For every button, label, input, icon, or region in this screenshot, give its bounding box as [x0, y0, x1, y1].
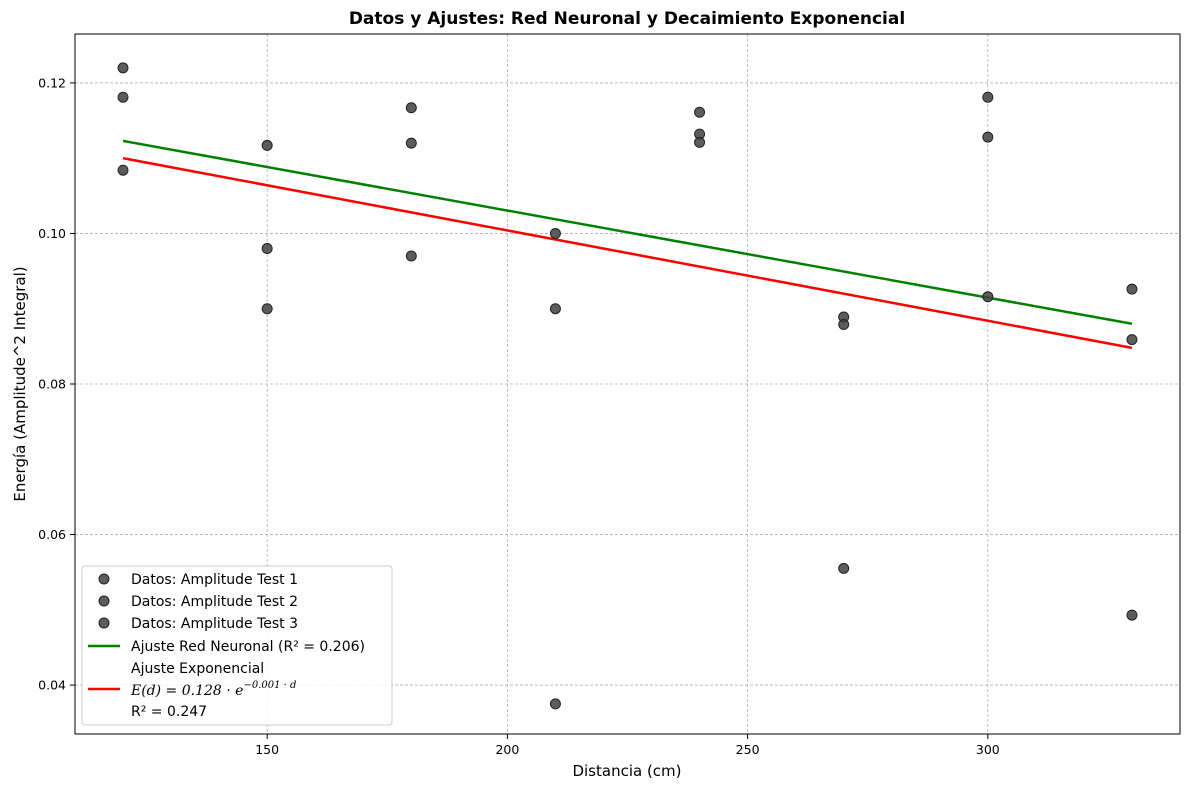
data-point-test-2 — [405, 137, 417, 149]
data-point-test-3 — [405, 250, 417, 262]
legend-label-test-2: Datos: Amplitude Test 2 — [131, 594, 298, 610]
chart-title: Datos y Ajustes: Red Neuronal y Decaimie… — [349, 9, 905, 29]
data-point-test-1 — [982, 91, 994, 103]
data-point-test-1 — [549, 227, 561, 239]
data-point-test-2 — [838, 319, 850, 331]
y-tick-label: 0.04 — [38, 678, 66, 693]
data-point-test-3 — [117, 164, 129, 176]
y-axis-ticks: 0.04 0.06 0.08 0.10 0.12 — [38, 75, 75, 693]
y-tick-label: 0.08 — [38, 377, 66, 392]
data-point-test-1 — [117, 62, 129, 74]
data-point-test-2 — [549, 303, 561, 315]
data-point-test-3 — [549, 698, 561, 710]
fit-line-neural-network — [122, 139, 1133, 326]
data-point-test-3 — [1126, 609, 1138, 621]
y-tick-label: 0.06 — [38, 527, 66, 542]
data-point-test-2 — [261, 243, 273, 255]
x-axis-ticks: 150 200 250 300 — [255, 734, 1000, 757]
legend-label-neural: Ajuste Red Neuronal (R² = 0.206) — [131, 639, 365, 655]
data-point-test-1 — [405, 102, 417, 114]
data-point-test-3 — [982, 291, 994, 303]
legend-r2-exponential: R² = 0.247 — [131, 704, 207, 720]
fit-lines — [122, 139, 1133, 350]
data-point-test-1 — [261, 139, 273, 151]
x-tick-label: 150 — [255, 742, 279, 757]
legend-formula-exponential: E(d) = 0.128 · e−0.001 · d — [130, 680, 296, 699]
data-point-test-2 — [1126, 334, 1138, 346]
data-points — [117, 62, 1138, 710]
legend-label-exponential: Ajuste Exponencial — [131, 661, 264, 677]
data-point-test-1 — [1126, 283, 1138, 295]
legend-marker-test-2 — [98, 595, 110, 607]
legend-label-test-3: Datos: Amplitude Test 3 — [131, 616, 298, 632]
data-point-test-3 — [838, 562, 850, 574]
legend-marker-test-1 — [98, 573, 110, 585]
x-axis-label: Distancia (cm) — [572, 762, 681, 780]
y-tick-label: 0.12 — [38, 75, 66, 90]
data-point-test-3 — [694, 136, 706, 148]
data-point-test-2 — [982, 131, 994, 143]
y-tick-label: 0.10 — [38, 226, 66, 241]
legend-marker-test-3 — [98, 617, 110, 629]
legend-label-test-1: Datos: Amplitude Test 1 — [131, 572, 298, 588]
fit-line-exponential — [122, 156, 1133, 350]
legend-box — [81, 565, 393, 726]
data-point-test-1 — [694, 106, 706, 118]
x-tick-label: 250 — [736, 742, 760, 757]
data-point-test-3 — [261, 303, 273, 315]
formula-exponent: −0.001 · d — [243, 680, 296, 691]
legend: Datos: Amplitude Test 1 Datos: Amplitude… — [81, 565, 393, 726]
y-axis-label: Energía (Amplitude^2 Integral) — [11, 266, 29, 501]
x-tick-label: 300 — [976, 742, 1000, 757]
x-tick-label: 200 — [495, 742, 519, 757]
formula-base: E(d) = 0.128 · e — [130, 683, 243, 699]
data-point-test-2 — [117, 91, 129, 103]
